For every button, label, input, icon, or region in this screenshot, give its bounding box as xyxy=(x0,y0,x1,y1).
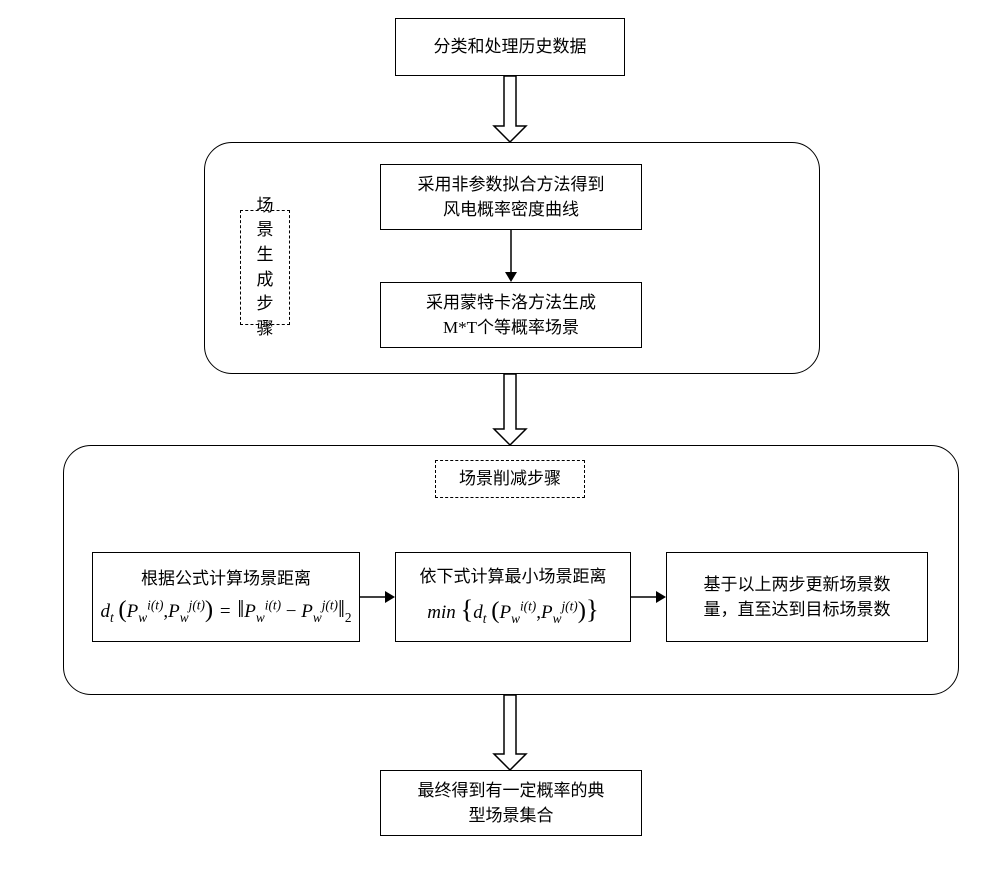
line-arrow-h2 xyxy=(631,590,666,604)
block-arrow-3 xyxy=(492,695,528,770)
text: 分类和处理历史数据 xyxy=(434,34,587,60)
node-compute-distance: 根据公式计算场景距离 dt (Pwi(t),Pwj(t)) = ‖Pwi(t) … xyxy=(92,552,360,642)
text-wrap: 基于以上两步更新场景数 量，直至达到目标场景数 xyxy=(704,572,891,623)
text-wrap: 最终得到有一定概率的典 型场景集合 xyxy=(418,778,605,829)
line1: 最终得到有一定概率的典 xyxy=(418,781,605,800)
node-min-distance: 依下式计算最小场景距离 min {dt (Pwi(t),Pwj(t))} xyxy=(395,552,631,642)
node-update-scenes: 基于以上两步更新场景数 量，直至达到目标场景数 xyxy=(666,552,928,642)
label-scene-generation: 场景生成步骤 xyxy=(240,210,290,325)
block-arrow-1 xyxy=(492,76,528,142)
line2: M*T个等概率场景 xyxy=(443,318,579,337)
line2: 型场景集合 xyxy=(469,806,554,825)
formula-distance: dt (Pwi(t),Pwj(t)) = ‖Pwi(t) − Pwj(t)‖2 xyxy=(100,601,351,622)
text-wrap: 采用蒙特卡洛方法生成 M*T个等概率场景 xyxy=(426,290,596,341)
label-scene-reduction: 场景削减步骤 xyxy=(435,460,585,498)
text-wrap: 依下式计算最小场景距离 min {dt (Pwi(t),Pwj(t))} xyxy=(420,564,607,629)
line1: 基于以上两步更新场景数 xyxy=(704,575,891,594)
line-arrow-h1 xyxy=(360,590,395,604)
line1: 采用非参数拟合方法得到 xyxy=(418,175,605,194)
line2: 量，直至达到目标场景数 xyxy=(704,600,891,619)
line1: 根据公式计算场景距离 xyxy=(141,569,311,588)
block-arrow-2 xyxy=(492,374,528,445)
text-wrap: 采用非参数拟合方法得到 风电概率密度曲线 xyxy=(418,172,605,223)
line-arrow-p1 xyxy=(504,230,518,282)
node-nonparametric-fit: 采用非参数拟合方法得到 风电概率密度曲线 xyxy=(380,164,642,230)
formula-min: min {dt (Pwi(t),Pwj(t))} xyxy=(427,602,598,623)
text-wrap: 根据公式计算场景距离 dt (Pwi(t),Pwj(t)) = ‖Pwi(t) … xyxy=(100,566,351,629)
line1: 采用蒙特卡洛方法生成 xyxy=(426,293,596,312)
line2: 风电概率密度曲线 xyxy=(443,200,579,219)
line1: 依下式计算最小场景距离 xyxy=(420,567,607,586)
node-monte-carlo: 采用蒙特卡洛方法生成 M*T个等概率场景 xyxy=(380,282,642,348)
text: 场景削减步骤 xyxy=(459,465,561,492)
text: 场景生成步骤 xyxy=(256,194,275,342)
node-classify-data: 分类和处理历史数据 xyxy=(395,18,625,76)
node-final-result: 最终得到有一定概率的典 型场景集合 xyxy=(380,770,642,836)
